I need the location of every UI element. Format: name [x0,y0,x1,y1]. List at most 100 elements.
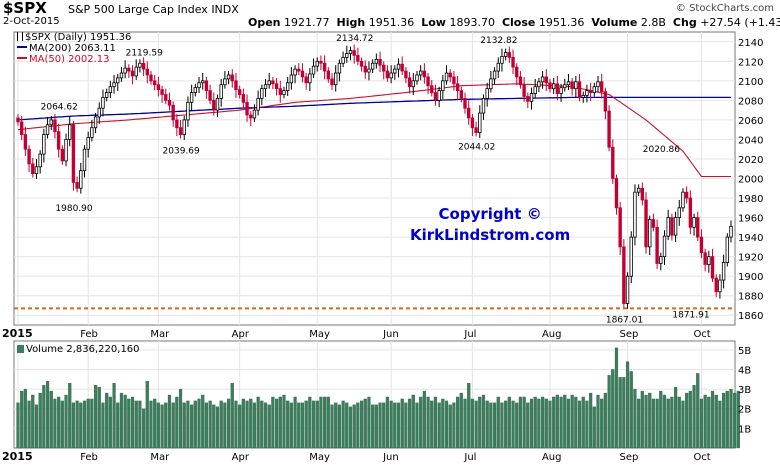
candle-body [481,98,486,114]
volume-bar [293,396,297,449]
volume-bar [585,400,589,449]
volume-bar [363,398,367,449]
candle-body [252,109,257,119]
candle-body [729,225,733,238]
volume-bar [622,377,626,449]
volume-bar [308,396,312,449]
volume-month-label: Sep [620,452,639,463]
volume-bar [548,400,552,449]
price-month-label: Jun [382,329,399,340]
candle-body [522,84,526,97]
open-value: 1921.77 [284,16,330,29]
candle-body [492,70,497,80]
price-tick-label: 2060 [738,116,763,127]
price-month-label: Aug [542,329,562,340]
candle-body [175,119,179,129]
volume-bar [127,398,131,449]
volume-bar [238,404,242,449]
candle-body [500,56,504,64]
volume-month-label: Oct [693,452,710,463]
volume-bar [45,381,50,449]
candle-body [182,119,186,135]
candle-body [119,72,124,79]
candle-body [548,82,552,90]
volume-bar [492,402,497,449]
candle-body [156,84,161,91]
ohlc-readout: Open 1921.77 High 1951.36 Low 1893.70 Cl… [248,16,780,29]
candle-body [75,182,79,189]
volume-bar [326,396,330,449]
candle-body [260,88,264,99]
price-annotation: 2039.69 [163,147,200,157]
volume-bar [544,398,548,449]
volume-bar [681,400,685,449]
volume-bar [212,404,216,449]
volume-bar [415,402,419,449]
candle-body [430,85,434,93]
open-label: Open [248,16,281,29]
candle-body [507,52,512,58]
volume-bar [515,402,519,449]
price-annotation: 1871.91 [672,311,709,321]
volume-bar [201,394,205,449]
volume-bar [452,402,456,449]
volume-bar [485,400,489,449]
candle-body [707,256,711,265]
volume-bar [518,396,523,449]
candle-body [503,52,508,57]
candle-body [38,153,42,168]
volume-bar [297,402,301,449]
candle-body [274,83,279,90]
volume-bar [603,392,607,449]
volume-bar [330,404,334,449]
candle-body [459,90,464,99]
volume-bar [256,396,260,449]
volume-bar [156,402,160,449]
legend-ma200-swatch [17,46,27,48]
candle-body [452,76,456,85]
volume-bar [507,396,511,449]
volume-bar [400,398,404,449]
volume-bar [348,406,353,449]
volume-bar [134,400,138,449]
candle-body [618,207,622,248]
volume-tick-label: 3B [738,385,751,396]
volume-bar [611,369,615,449]
price-tick-label: 1860 [738,311,763,322]
volume-bar [49,390,53,449]
price-annotation: 2119.59 [126,49,163,59]
exchange-code: INDX [211,3,239,16]
candle-body [212,99,216,111]
candle-body [714,277,718,293]
candle-body [688,197,693,228]
candle-body [97,107,101,118]
volume-bar [130,396,135,449]
candle-body [178,127,183,135]
legend-ma200: MA(200) 2063.11 [17,43,116,54]
volume-bar [389,400,393,449]
candle-body [345,53,349,58]
volume-bar [703,394,707,449]
volume-bar [504,400,508,449]
volume-month-label: Jul [463,452,476,463]
volume-bar [478,396,482,449]
candle-body [529,93,534,102]
price-tick-label: 1960 [738,214,763,225]
volume-bar [673,386,678,449]
candle-body [374,58,379,64]
candle-body [104,92,109,98]
volume-bar [393,402,397,449]
volume-bar [86,398,90,449]
candle-body [511,56,515,68]
volume-bar [408,398,412,449]
low-value: 1893.70 [449,16,495,29]
price-month-label: Sep [620,329,639,340]
volume-bar [522,396,526,449]
candle-body [644,199,648,248]
candle-body [577,81,582,98]
candle-body [426,76,430,87]
candle-body [215,98,220,111]
volume-bar [64,394,68,449]
candle-body [263,84,268,90]
volume-bar [171,402,175,449]
